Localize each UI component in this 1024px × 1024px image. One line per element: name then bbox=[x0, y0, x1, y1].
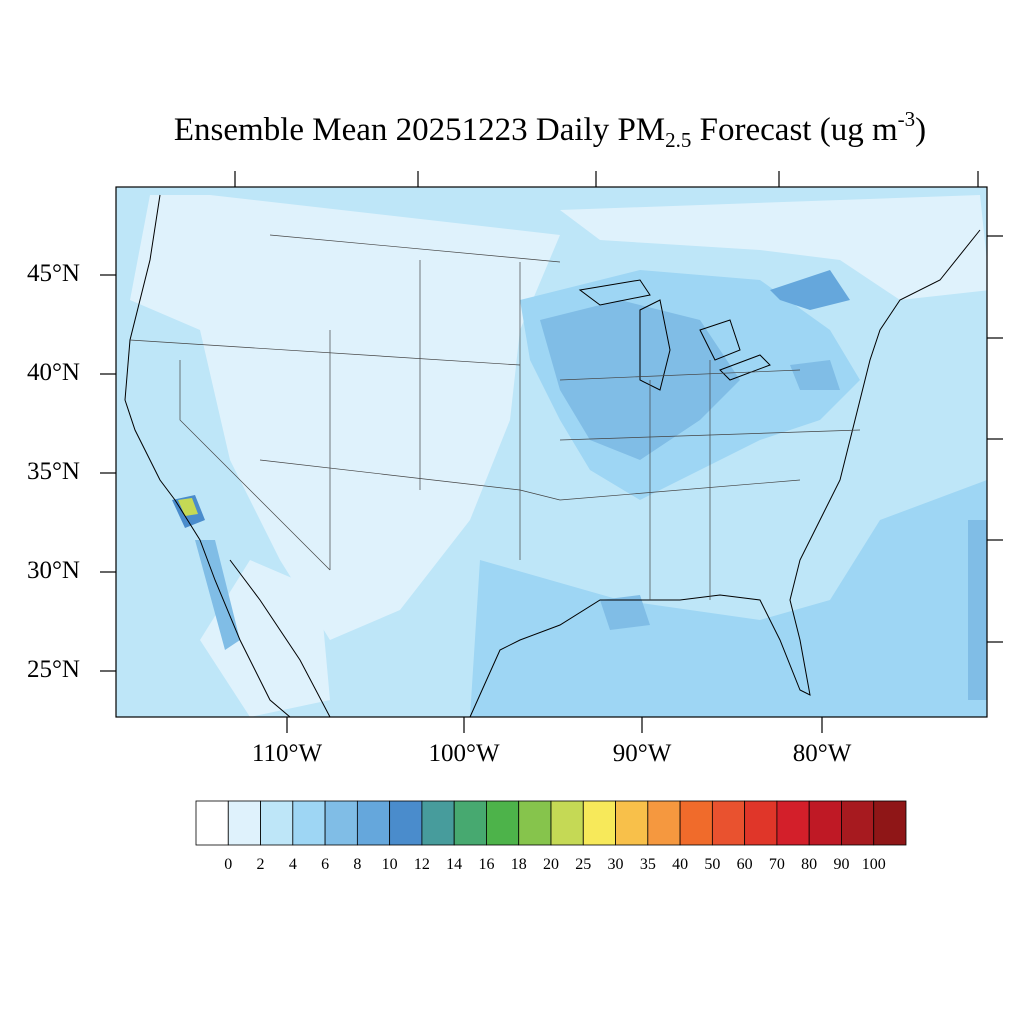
lon-label-90: 90°W bbox=[612, 740, 672, 767]
colorbar-swatch bbox=[647, 800, 681, 846]
colorbar-swatch bbox=[873, 800, 907, 846]
colorbar-swatch bbox=[486, 800, 520, 846]
colorbar-level-label: 12 bbox=[413, 856, 430, 873]
colorbar-swatch bbox=[744, 800, 778, 846]
colorbar-swatch bbox=[550, 800, 584, 846]
colorbar-level-label: 6 bbox=[321, 856, 330, 873]
colorbar-swatch bbox=[421, 800, 455, 846]
colorbar-swatch bbox=[292, 800, 326, 846]
colorbar-swatch bbox=[518, 800, 552, 846]
lake-huron bbox=[699, 319, 741, 361]
field-atlantic bbox=[880, 300, 987, 480]
colorbar-swatch bbox=[615, 800, 649, 846]
lat-label-35: 35°N bbox=[26, 458, 80, 485]
lake-superior bbox=[578, 279, 651, 306]
right-ticks bbox=[987, 235, 1003, 643]
lake-michigan bbox=[639, 299, 671, 391]
lake-erie bbox=[719, 354, 771, 381]
title-subscript: 2.5 bbox=[665, 128, 692, 152]
colorbar-level-label: 10 bbox=[381, 856, 398, 873]
title-main: Ensemble Mean 20251223 Daily PM bbox=[173, 112, 666, 148]
colorbar-swatch bbox=[389, 800, 423, 846]
border-nv-ca bbox=[179, 360, 331, 571]
coastlines bbox=[124, 194, 981, 718]
colorbar-level-label: 40 bbox=[672, 856, 689, 873]
colorbar-swatch bbox=[260, 800, 294, 846]
colorbar-level-label: 18 bbox=[510, 856, 527, 873]
colorbar-level-label: 14 bbox=[446, 856, 463, 873]
top-ticks bbox=[234, 171, 979, 187]
colorbar-level-label: 70 bbox=[768, 856, 785, 873]
field-east-edge bbox=[968, 520, 987, 700]
colorbar-level-label: 30 bbox=[607, 856, 624, 873]
field-baja-clean bbox=[200, 560, 330, 717]
field-stlawrence bbox=[770, 270, 850, 310]
state-borders bbox=[129, 234, 861, 600]
lat-label-40: 40°N bbox=[26, 359, 80, 386]
field-gulf bbox=[470, 480, 987, 717]
lat-label-45: 45°N bbox=[26, 260, 80, 287]
border-e bbox=[559, 369, 801, 381]
colorbar-level-label: 2 bbox=[256, 856, 265, 873]
colorbar-swatch bbox=[324, 800, 358, 846]
colorbar-level-label: 8 bbox=[353, 856, 362, 873]
colorbar-level-label: 60 bbox=[736, 856, 753, 873]
lon-label-100: 100°W bbox=[428, 740, 500, 767]
colorbar-level-label: 100 bbox=[861, 856, 886, 873]
colorbar-level-label: 35 bbox=[639, 856, 656, 873]
map-frame bbox=[115, 186, 988, 718]
colorbar-level-label: 4 bbox=[288, 856, 297, 873]
left-ticks bbox=[100, 274, 116, 672]
field-north-clean bbox=[560, 195, 987, 300]
border-a bbox=[129, 339, 521, 366]
bottom-ticks bbox=[286, 717, 823, 733]
field-west-clean bbox=[130, 195, 560, 640]
colorbar-swatch bbox=[195, 800, 229, 846]
title-close-paren: ) bbox=[915, 112, 927, 148]
colorbar-swatch bbox=[711, 800, 746, 846]
colorbar-swatch bbox=[453, 800, 487, 846]
colorbar-level-label: 50 bbox=[704, 856, 721, 873]
lat-label-25: 25°N bbox=[26, 656, 80, 683]
field-ohio-hotspot bbox=[790, 360, 840, 390]
field-gulf-coast-hotspot bbox=[600, 595, 650, 630]
border-g bbox=[559, 479, 801, 501]
gulf-atlantic-coast bbox=[469, 229, 981, 718]
field-socal-peak bbox=[178, 498, 198, 516]
colorbar-swatch bbox=[679, 800, 713, 846]
field-baja-west-coast bbox=[195, 540, 240, 650]
concentration-field bbox=[116, 187, 987, 717]
pacific-coast bbox=[124, 194, 291, 718]
gulf-of-california bbox=[229, 559, 331, 718]
colorbar-level-label: 25 bbox=[575, 856, 592, 873]
colorbar-swatch bbox=[582, 800, 616, 846]
colorbar-swatch bbox=[808, 800, 842, 846]
colorbar-level-label: 20 bbox=[543, 856, 559, 873]
colorbar-level-label: 16 bbox=[478, 856, 495, 873]
title-units: Forecast (ug m bbox=[691, 112, 898, 148]
map-title: Ensemble Mean 20251223 Daily PM2.5 Forec… bbox=[0, 109, 1024, 152]
title-superscript: -3 bbox=[897, 107, 916, 131]
lat-label-30: 30°N bbox=[26, 557, 80, 584]
colorbar-level-label: 80 bbox=[801, 856, 818, 873]
border-canada bbox=[269, 234, 561, 263]
colorbar-level-label: 0 bbox=[224, 856, 233, 873]
lon-label-80: 80°W bbox=[792, 740, 852, 767]
lon-label-110: 110°W bbox=[251, 740, 323, 767]
colorbar-swatch bbox=[227, 800, 261, 846]
colorbar-swatch bbox=[356, 800, 391, 846]
colorbar-swatch bbox=[776, 800, 810, 846]
colorbar-swatch bbox=[841, 800, 875, 846]
colorbar-level-label: 90 bbox=[833, 856, 850, 873]
